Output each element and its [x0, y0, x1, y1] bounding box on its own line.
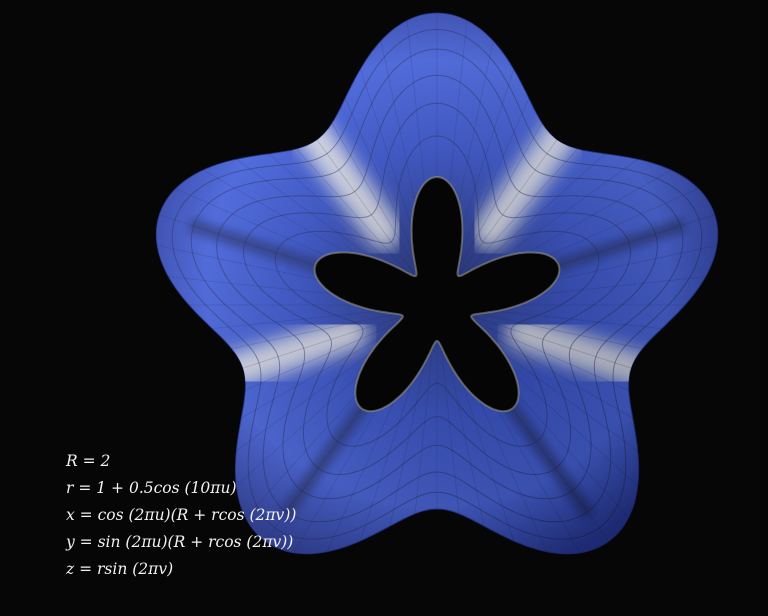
- equation-y: y = sin (2πu)(R + rcos (2πv)): [66, 533, 294, 551]
- inner-hole: [313, 175, 561, 413]
- equations-panel: R = 2 r = 1 + 0.5cos (10πu) x = cos (2πu…: [66, 448, 296, 583]
- equation-r: r = 1 + 0.5cos (10πu): [66, 479, 237, 497]
- equation-x: x = cos (2πu)(R + rcos (2πv)): [66, 506, 297, 524]
- equation-z: z = rsin (2πv): [66, 560, 174, 578]
- equation-R: R = 2: [66, 452, 111, 470]
